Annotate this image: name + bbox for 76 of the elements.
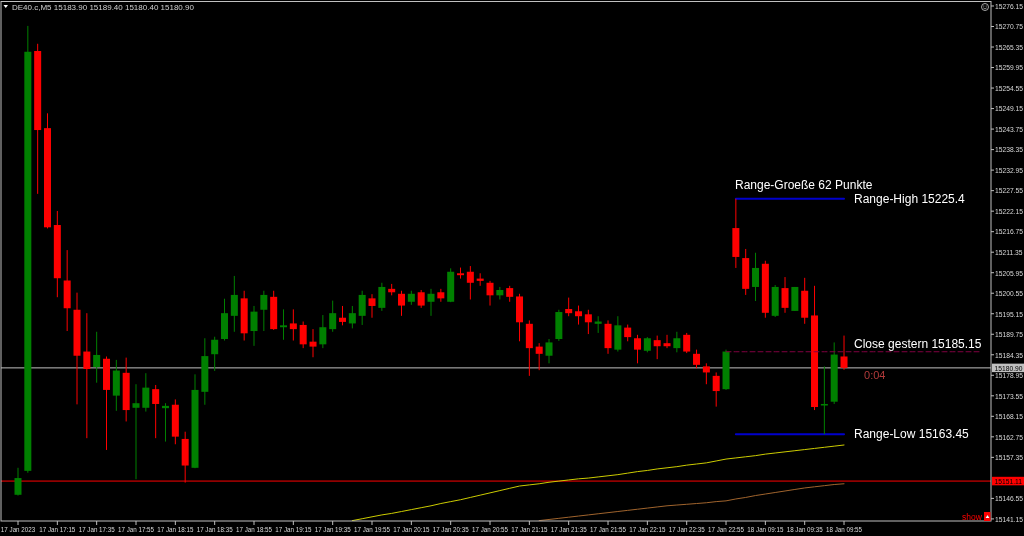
y-tick-label: 15205.95 [995, 267, 1023, 278]
y-tick-label: 15157.35 [995, 452, 1023, 463]
series-label: Close gestern 15185.15 [854, 336, 982, 351]
candlestick [142, 372, 150, 413]
candlestick [83, 312, 91, 439]
candlestick [496, 286, 504, 300]
y-tick-label: 15276.15 [995, 1, 1023, 11]
candlestick [358, 290, 366, 326]
annotation: show [962, 512, 983, 522]
candlestick [565, 297, 573, 317]
candlestick [575, 305, 583, 326]
y-tick-label: 15243.75 [995, 124, 1023, 135]
candlestick [211, 336, 219, 372]
candlestick [427, 288, 435, 317]
candlestick [250, 305, 258, 347]
y-tick-label: 15254.55 [995, 83, 1023, 94]
candlestick [368, 293, 376, 319]
candlestick [752, 252, 760, 302]
candlestick [673, 331, 681, 353]
y-tick-label: 15146.55 [995, 493, 1023, 504]
candlestick [653, 335, 661, 360]
y-tick-label: 15249.15 [995, 103, 1023, 114]
y-tick-label: 15173.55 [995, 391, 1023, 401]
candlestick [319, 314, 327, 349]
y-tick-label: 15195.15 [995, 308, 1023, 319]
candlestick [329, 300, 337, 333]
candlestick [289, 308, 297, 342]
ref-line-label: 15180.90 [994, 363, 1023, 373]
candlestick [260, 290, 268, 332]
candlestick [93, 331, 101, 384]
candlestick [14, 467, 22, 497]
candlestick [712, 371, 720, 408]
y-tick-label: 15189.75 [995, 329, 1023, 340]
candlestick [280, 308, 288, 341]
candlestick [466, 265, 474, 300]
y-tick-label: 15227.55 [995, 185, 1023, 196]
candlestick [535, 342, 543, 371]
candlestick [693, 349, 701, 369]
candlestick [309, 328, 317, 358]
candlestick [545, 338, 553, 364]
annotation: 0:04 [864, 369, 886, 381]
y-tick-label: 15238.35 [995, 144, 1023, 155]
y-tick-label: 15200.55 [995, 288, 1023, 299]
candlestick [339, 305, 347, 326]
y-tick-label: 15211.35 [995, 247, 1023, 258]
y-tick-label: 15178.95 [995, 370, 1023, 381]
candlestick [398, 290, 406, 317]
y-tick-label: 15259.95 [995, 62, 1023, 73]
candlestick [132, 383, 140, 480]
y-tick-label: 15216.75 [995, 226, 1023, 237]
y-tick-label: 15184.35 [995, 350, 1023, 360]
ref-line-label: 15151.11 [994, 476, 1022, 487]
candlestick [230, 275, 238, 333]
annotation: Range-Groeße 62 Punkte [735, 178, 873, 192]
y-tick-label: 15168.15 [995, 411, 1023, 422]
candlestick [378, 282, 386, 312]
candlestick [663, 334, 671, 349]
series-label: Range-High 15225.4 [854, 191, 966, 206]
y-tick-label: 15162.75 [995, 432, 1023, 442]
candlestick [152, 384, 160, 439]
candlestick [584, 309, 592, 335]
y-tick-label: 15265.35 [995, 42, 1023, 52]
candlestick [634, 334, 642, 364]
candlestick [702, 362, 710, 385]
chart-title: DE40.c,M5 15183.90 15189.40 15180.40 15180.90 [12, 2, 195, 12]
y-tick-label: 15270.75 [995, 21, 1023, 32]
candlestick [348, 305, 356, 329]
candlestick [781, 276, 789, 314]
series-label: Range-Low 15163.45 [854, 427, 970, 442]
candlestick [299, 321, 307, 349]
y-tick-label: 15232.95 [995, 165, 1023, 176]
y-tick-label: 15222.15 [995, 206, 1023, 217]
candlestick [683, 332, 691, 354]
y-tick-label: 15141.15 [995, 514, 1023, 524]
candlestick [486, 280, 494, 307]
candlestick [840, 335, 848, 371]
